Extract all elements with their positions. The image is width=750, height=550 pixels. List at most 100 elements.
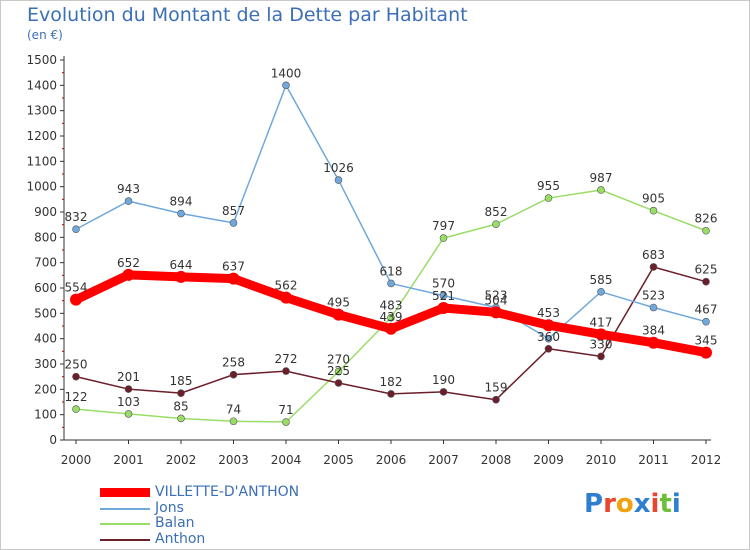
x-tick-label: 2010 (586, 453, 617, 467)
y-tick-label: 1400 (26, 78, 57, 92)
x-tick-label: 2007 (428, 453, 459, 467)
data-point-villette-d-anthon (332, 308, 345, 321)
data-label-jons: 523 (642, 289, 665, 303)
data-label-jons: 1026 (323, 161, 354, 175)
data-label-anthon: 190 (432, 373, 455, 387)
y-tick-label: 900 (34, 205, 57, 219)
logo-letter: o (615, 489, 634, 519)
legend-swatch-balan (100, 523, 150, 525)
proxiti-logo: Proxiti (584, 489, 681, 519)
logo-letter: t (659, 489, 672, 519)
data-label-balan: 74 (226, 402, 241, 416)
data-label-jons: 1400 (271, 66, 302, 80)
data-point-balan (334, 367, 343, 376)
data-label-anthon: 625 (695, 263, 718, 277)
data-point-jons (597, 287, 605, 296)
data-label-jons: 570 (432, 277, 455, 291)
data-label-villette-d-anthon: 504 (485, 293, 508, 307)
data-point-balan (702, 226, 710, 235)
data-label-balan: 905 (642, 192, 665, 206)
y-tick-label: 800 (34, 230, 57, 244)
legend-label-anthon: Anthon (155, 530, 206, 547)
y-tick-label: 500 (34, 306, 57, 320)
logo-letter: r (603, 489, 616, 519)
data-label-villette-d-anthon: 652 (117, 256, 140, 270)
data-label-balan: 955 (537, 179, 560, 193)
data-point-jons (544, 334, 553, 343)
data-label-balan: 987 (590, 171, 613, 185)
x-tick-label: 2005 (323, 453, 354, 467)
legend-swatch-anthon (100, 538, 150, 541)
data-label-villette-d-anthon: 417 (590, 315, 613, 329)
data-point-balan (229, 417, 238, 426)
data-point-balan (177, 414, 185, 423)
y-tick-label: 200 (34, 382, 57, 396)
logo-letter: i (671, 489, 681, 519)
x-tick-label: 2012 (691, 453, 722, 467)
data-point-anthon (544, 344, 553, 353)
data-label-anthon: 201 (117, 370, 140, 384)
y-tick-label: 1300 (26, 104, 57, 118)
data-point-balan (72, 405, 80, 413)
data-point-villette-d-anthon (595, 328, 607, 341)
y-tick-label: 1000 (26, 180, 57, 194)
data-label-anthon: 250 (65, 358, 88, 372)
data-label-anthon: 182 (380, 375, 403, 389)
data-point-villette-d-anthon (647, 336, 660, 349)
data-label-villette-d-anthon: 554 (65, 281, 88, 295)
legend-swatch-villette (100, 488, 150, 497)
chart-subtitle: (en €) (27, 28, 63, 42)
data-label-balan: 483 (380, 299, 403, 313)
data-point-jons (702, 317, 710, 326)
data-point-villette-d-anthon (175, 270, 187, 283)
data-label-anthon: 360 (537, 330, 560, 344)
data-label-anthon: 330 (590, 337, 613, 351)
data-point-villette-d-anthon (70, 293, 82, 306)
data-label-anthon: 159 (485, 381, 508, 395)
x-tick-label: 2011 (638, 453, 669, 467)
data-point-anthon (72, 372, 80, 381)
data-point-anthon (282, 367, 290, 375)
y-tick-label: 100 (34, 408, 57, 422)
data-label-balan: 103 (117, 395, 140, 409)
data-point-villette-d-anthon (542, 319, 555, 332)
data-point-anthon (334, 379, 343, 387)
y-tick-label: 1200 (26, 129, 57, 143)
data-label-balan: 797 (432, 219, 455, 233)
data-point-anthon (124, 385, 133, 393)
data-point-balan (649, 206, 658, 215)
data-label-villette-d-anthon: 495 (327, 296, 350, 310)
data-label-anthon: 683 (642, 248, 665, 262)
logo-letter: i (650, 489, 660, 519)
data-point-villette-d-anthon (490, 306, 502, 319)
data-label-villette-d-anthon: 345 (695, 334, 718, 348)
data-label-balan: 85 (173, 399, 188, 413)
data-point-anthon (702, 277, 710, 286)
data-label-jons: 894 (170, 195, 193, 209)
data-point-balan (597, 186, 605, 194)
logo-letter: P (584, 489, 604, 519)
legend-label-balan: Balan (155, 515, 195, 531)
x-tick-label: 2000 (61, 453, 92, 467)
data-point-villette-d-anthon (122, 268, 135, 281)
x-tick-label: 2006 (376, 453, 407, 467)
data-point-villette-d-anthon (437, 302, 450, 315)
data-point-anthon (597, 352, 605, 361)
data-point-balan (387, 313, 395, 322)
data-point-anthon (439, 388, 448, 396)
y-tick-label: 400 (34, 332, 57, 346)
data-label-anthon: 272 (275, 352, 298, 366)
y-tick-label: 1500 (26, 53, 57, 67)
legend-label-villette: VILLETTE-D'ANTHON (155, 484, 300, 500)
y-tick-label: 700 (34, 256, 57, 270)
y-tick-label: 300 (34, 357, 57, 371)
data-point-villette-d-anthon (385, 322, 397, 335)
data-label-balan: 122 (65, 390, 88, 404)
data-label-anthon: 225 (327, 364, 350, 378)
logo-letter: x (633, 489, 651, 519)
data-point-balan (492, 220, 500, 228)
data-label-balan: 826 (695, 212, 718, 226)
x-tick-label: 2008 (481, 453, 512, 467)
data-point-anthon (387, 390, 395, 398)
